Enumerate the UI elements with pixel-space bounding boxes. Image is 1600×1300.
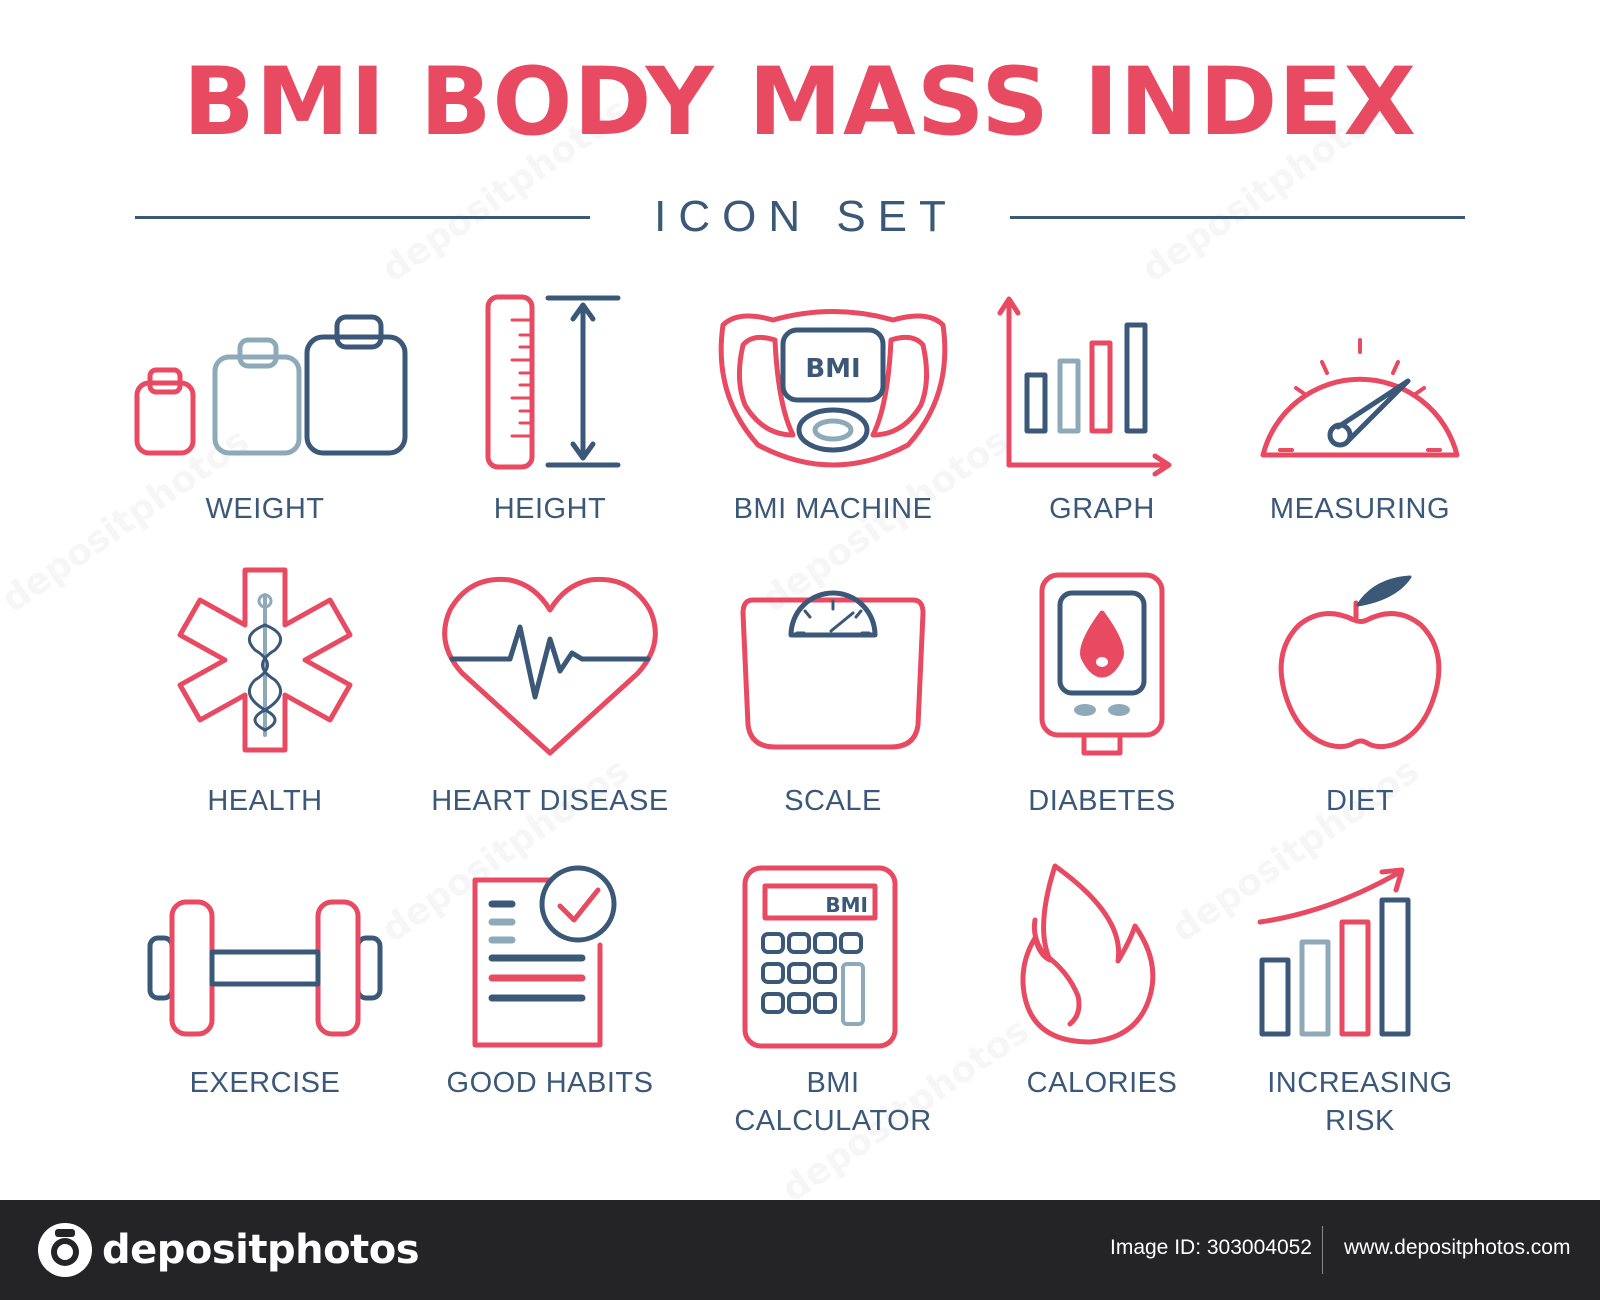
- image-id: Image ID: 303004052: [1110, 1236, 1312, 1259]
- label-good-habits: GOOD HABITS: [446, 1067, 654, 1099]
- calculator-icon: BMI: [683, 860, 983, 1080]
- site-link[interactable]: www.depositphotos.com: [1344, 1236, 1571, 1259]
- glucose-meter-icon: [952, 565, 1252, 785]
- heartbeat-icon: [400, 565, 700, 785]
- svg-text:BMI: BMI: [805, 354, 860, 384]
- label-graph: GRAPH: [1049, 493, 1155, 525]
- svg-text:BMI: BMI: [825, 893, 868, 917]
- footer-bar: depositphotos Image ID: 303004052 www.de…: [0, 1200, 1600, 1300]
- apple-icon: [1210, 565, 1510, 785]
- label-diet: DIET: [1325, 785, 1395, 817]
- bmi-machine-icon: BMI: [683, 285, 983, 505]
- divider-left: [135, 215, 591, 219]
- label-heart-disease: HEART DISEASE: [431, 785, 669, 817]
- page-title: BMI BODY MASS INDEX: [183, 48, 1417, 157]
- label-weight: WEIGHT: [205, 493, 325, 525]
- label-scale: SCALE: [784, 785, 882, 817]
- flame-icon: [952, 860, 1252, 1080]
- footer-separator: [1322, 1226, 1323, 1274]
- depositphotos-logo[interactable]: depositphotos: [36, 1220, 420, 1280]
- weights-icon: [115, 285, 415, 505]
- bar-graph-icon: [952, 285, 1252, 505]
- scale-icon: [683, 565, 983, 785]
- label-height: HEIGHT: [493, 493, 607, 525]
- brand-name: depositphotos: [102, 1227, 420, 1273]
- rising-bars-icon: [1210, 860, 1510, 1080]
- divider-right: [1009, 215, 1466, 219]
- gauge-icon: [1210, 285, 1510, 505]
- dumbbell-icon: [115, 860, 415, 1080]
- subtitle-row: ICON SET: [135, 192, 1466, 242]
- label-diabetes: DIABETES: [1028, 785, 1176, 817]
- label-exercise: EXERCISE: [189, 1067, 341, 1099]
- star-of-life-icon: [115, 565, 415, 785]
- checklist-icon: [400, 860, 700, 1080]
- camera-logo-icon: [38, 1223, 92, 1277]
- label-calories: CALORIES: [1026, 1067, 1178, 1099]
- label-increasing-risk-2: RISK: [1325, 1105, 1395, 1137]
- label-bmi-calculator-2: CALCULATOR: [734, 1105, 932, 1137]
- label-health: HEALTH: [207, 785, 323, 817]
- label-measuring: MEASURING: [1269, 493, 1451, 525]
- label-bmi-machine: BMI MACHINE: [733, 493, 933, 525]
- page-subtitle: ICON SET: [654, 192, 958, 241]
- ruler-icon: [400, 285, 700, 505]
- label-bmi-calculator-1: BMI: [806, 1067, 860, 1099]
- label-increasing-risk-1: INCREASING: [1267, 1067, 1453, 1099]
